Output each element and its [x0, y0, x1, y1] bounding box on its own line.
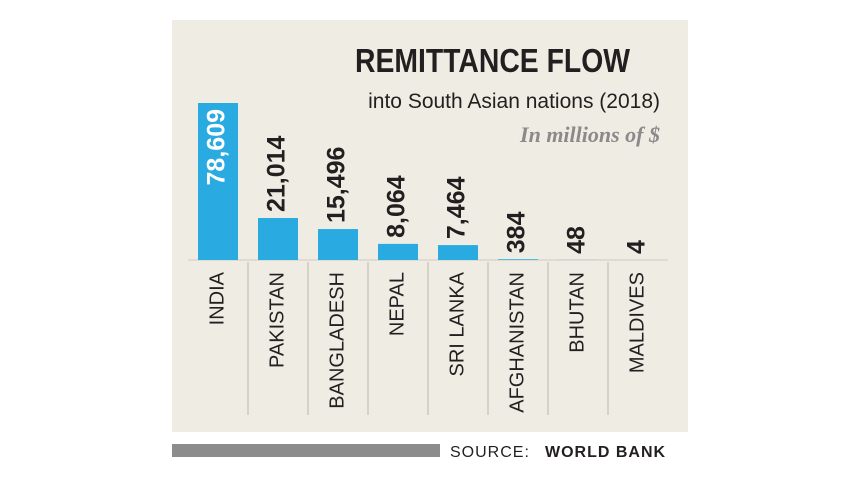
x-tick-label: SRI LANKA — [446, 271, 468, 376]
source: WORLD BANK — [545, 444, 666, 461]
x-tick-label: INDIA — [206, 271, 228, 325]
x-tick-label: NEPAL — [386, 272, 408, 336]
x-tick-label: AFGHANISTAN — [506, 272, 528, 413]
x-tick-label: PAKISTAN — [266, 272, 288, 368]
bar — [258, 218, 298, 260]
x-tick-label: BHUTAN — [566, 272, 588, 353]
value-label: 21,014 — [263, 135, 291, 212]
bar — [498, 259, 538, 260]
x-tick-label: MALDIVES — [626, 272, 648, 373]
unit-note: In millions of $ — [519, 122, 660, 147]
bar — [378, 243, 418, 260]
value-label: 4 — [623, 240, 651, 254]
value-label: 8,064 — [383, 175, 411, 238]
bar — [198, 103, 238, 260]
value-label: 78,609 — [203, 109, 231, 185]
footer-bar — [172, 444, 440, 457]
value-label: 48 — [563, 226, 591, 254]
bar — [318, 229, 358, 260]
x-tick-label: BANGLADESH — [326, 272, 348, 409]
chart-title: REMITTANCE FLOW — [355, 42, 631, 79]
value-label: 7,464 — [443, 176, 471, 239]
source-label: SOURCE: — [450, 444, 530, 461]
panel — [172, 20, 688, 432]
bar — [438, 245, 478, 260]
value-label: 384 — [503, 211, 531, 253]
chart-subtitle: into South Asian nations (2018) — [368, 90, 660, 113]
value-label: 15,496 — [323, 147, 351, 223]
